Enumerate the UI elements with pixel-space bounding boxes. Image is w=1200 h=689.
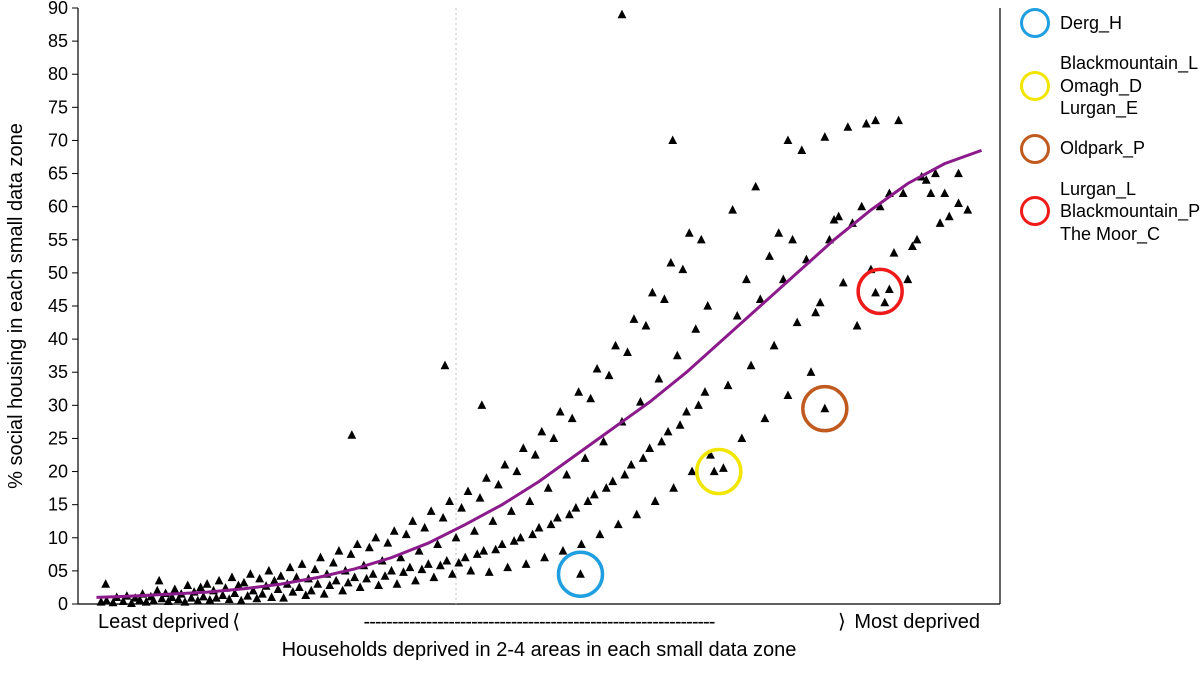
legend-item: Derg_H bbox=[1020, 8, 1200, 38]
y-tick-label: 55 bbox=[48, 230, 68, 250]
chart-figure: 0 05 10 15 20 25 30 35 40 45 50 55 60 65 70 75 80 85 90 % s… bbox=[0, 0, 1200, 689]
y-tick-label: 0 bbox=[58, 594, 68, 614]
legend-circle-icon bbox=[1020, 71, 1050, 101]
y-tick-label: 65 bbox=[48, 164, 68, 184]
legend-labels: Lurgan_LBlackmountain_PThe Moor_C bbox=[1060, 178, 1200, 246]
legend-label: Lurgan_E bbox=[1060, 97, 1198, 120]
legend-circle-icon bbox=[1020, 134, 1050, 164]
y-tick-label: 25 bbox=[48, 428, 68, 448]
y-tick-label: 10 bbox=[48, 528, 68, 548]
y-tick-label: 20 bbox=[48, 462, 68, 482]
x-marker-right: Most deprived bbox=[854, 611, 980, 633]
legend-label: Lurgan_L bbox=[1060, 178, 1200, 201]
legend-circle-icon bbox=[1020, 196, 1050, 226]
legend-item: Lurgan_LBlackmountain_PThe Moor_C bbox=[1020, 178, 1200, 246]
legend-label: Omagh_D bbox=[1060, 75, 1198, 98]
y-tick-label: 70 bbox=[48, 130, 68, 150]
legend-labels: Oldpark_P bbox=[1060, 137, 1145, 160]
y-tick-label: 90 bbox=[48, 0, 68, 18]
legend-label: Blackmountain_L bbox=[1060, 52, 1198, 75]
legend-label: Derg_H bbox=[1060, 12, 1122, 35]
y-tick-label: 75 bbox=[48, 97, 68, 117]
legend-item: Blackmountain_LOmagh_DLurgan_E bbox=[1020, 52, 1200, 120]
arrow-right: ⟩ bbox=[838, 611, 846, 633]
legend-circle-icon bbox=[1020, 8, 1050, 38]
y-tick-label: 40 bbox=[48, 329, 68, 349]
legend-label: Blackmountain_P bbox=[1060, 200, 1200, 223]
y-tick-label: 80 bbox=[48, 64, 68, 84]
y-tick-label: 50 bbox=[48, 263, 68, 283]
y-tick-label: 30 bbox=[48, 395, 68, 415]
y-tick-label: 05 bbox=[48, 561, 68, 581]
y-tick-label: 60 bbox=[48, 197, 68, 217]
x-marker-left: Least deprived bbox=[98, 611, 229, 633]
legend: Derg_H Blackmountain_LOmagh_DLurgan_E Oldp… bbox=[1020, 8, 1200, 259]
legend-label: Oldpark_P bbox=[1060, 137, 1145, 160]
legend-labels: Blackmountain_LOmagh_DLurgan_E bbox=[1060, 52, 1198, 120]
y-axis-label: % social housing in each small data zone bbox=[5, 123, 27, 489]
y-tick-label: 85 bbox=[48, 31, 68, 51]
y-tick-label: 35 bbox=[48, 362, 68, 382]
arrow-left: ⟨ bbox=[232, 611, 240, 633]
x-axis-label: Households deprived in 2-4 areas in each… bbox=[282, 639, 797, 661]
x-dashes: ----------------------------------------… bbox=[364, 611, 715, 633]
y-tick-label: 45 bbox=[48, 296, 68, 316]
y-tick-label: 15 bbox=[48, 495, 68, 515]
legend-label: The Moor_C bbox=[1060, 223, 1200, 246]
legend-labels: Derg_H bbox=[1060, 12, 1122, 35]
legend-item: Oldpark_P bbox=[1020, 134, 1200, 164]
